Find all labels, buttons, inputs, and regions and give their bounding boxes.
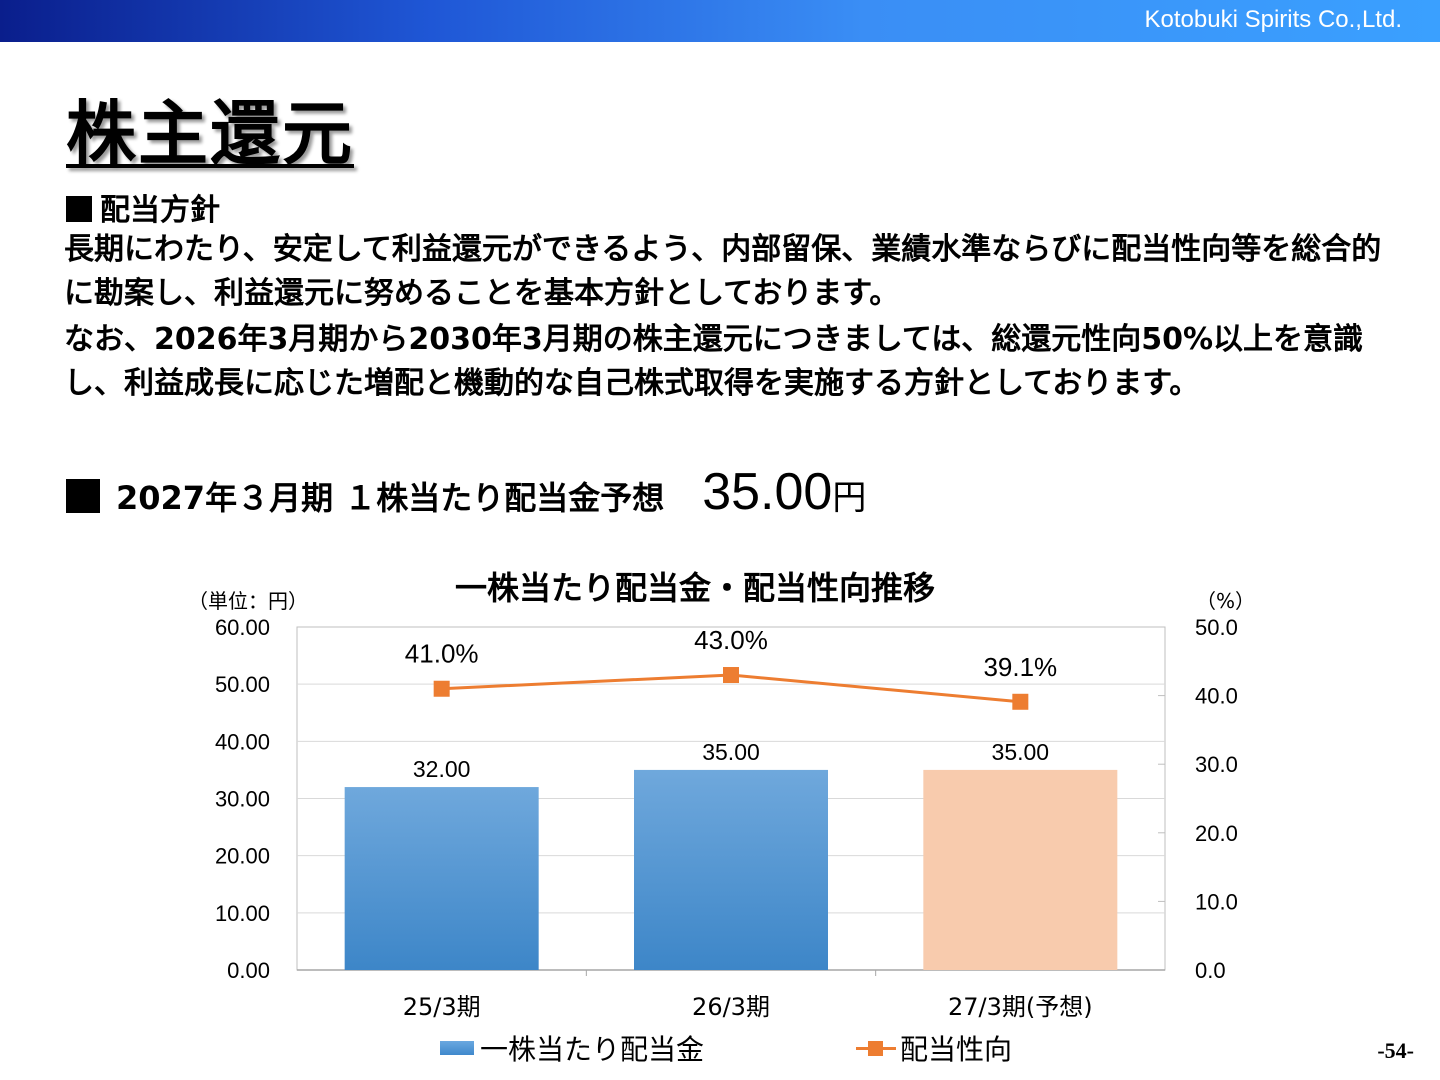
line-data-label: 39.1% (983, 652, 1057, 682)
chart-title: 一株当たり配当金・配当性向推移 (455, 569, 936, 607)
x-tick-label: 27/3期(予想) (948, 993, 1093, 1021)
payout-marker (433, 680, 450, 697)
left-tick-label: 10.00 (215, 901, 270, 926)
bar-data-label: 32.00 (413, 756, 471, 782)
forecast-label: 2027年３月期 １株当たり配当金予想 (116, 479, 665, 517)
legend-dividend-label: 一株当たり配当金 (480, 1033, 705, 1066)
payout-marker (723, 667, 739, 684)
company-name: Kotobuki Spirits Co.,Ltd. (1144, 6, 1402, 33)
legend-bar-swatch (440, 1041, 474, 1055)
page-number: -54- (1377, 1038, 1414, 1063)
payout-marker (1012, 693, 1029, 710)
line-data-label: 43.0% (694, 625, 768, 655)
left-axis-unit: （単位：円） (188, 589, 308, 613)
right-tick-label: 30.0 (1195, 752, 1238, 777)
page-title: 株主還元 (66, 93, 354, 175)
left-tick-label: 30.00 (215, 787, 270, 812)
right-tick-label: 20.0 (1195, 821, 1238, 846)
left-tick-label: 40.00 (215, 729, 270, 754)
right-axis-unit: （%） (1196, 589, 1256, 613)
legend-payout-label: 配当性向 (900, 1033, 1013, 1066)
square-bullet-icon (66, 196, 92, 222)
right-tick-label: 10.0 (1195, 889, 1238, 914)
legend-dividend: 一株当たり配当金 (440, 1028, 704, 1068)
right-tick-label: 0.0 (1195, 958, 1226, 983)
policy-heading-text: 配当方針 (100, 193, 220, 228)
policy-paragraph-2: なお、2026年3月期から2030年3月期の株主還元につきましては、総還元性向5… (64, 322, 1364, 401)
left-tick-label: 20.00 (215, 844, 270, 869)
right-tick-label: 40.0 (1195, 684, 1238, 709)
left-tick-label: 0.00 (227, 958, 270, 983)
policy-heading: 配当方針 (66, 185, 220, 229)
header-bar: Kotobuki Spirits Co.,Ltd. (0, 0, 1440, 42)
bar-dividend (923, 769, 1118, 970)
legend-line-swatch (856, 1038, 896, 1058)
forecast-unit: 円 (832, 478, 867, 518)
bar-dividend (344, 787, 539, 970)
right-tick-label: 50.0 (1195, 615, 1238, 640)
left-tick-label: 60.00 (215, 615, 270, 640)
x-tick-label: 26/3期 (692, 993, 770, 1021)
line-data-label: 41.0% (405, 639, 479, 669)
x-tick-label: 25/3期 (403, 993, 481, 1021)
bar-data-label: 35.00 (702, 739, 760, 765)
policy-paragraph-1: 長期にわたり、安定して利益還元ができるよう、内部留保、業績水準ならびに配当性向等… (64, 232, 1382, 311)
left-tick-label: 50.00 (215, 672, 270, 697)
bar-data-label: 35.00 (992, 739, 1050, 765)
square-bullet-icon (66, 479, 100, 513)
dividend-forecast: 2027年３月期 １株当たり配当金予想 35.00円 (66, 462, 866, 522)
bar-dividend (634, 769, 828, 970)
forecast-value: 35.00 (702, 463, 833, 521)
legend-payout: 配当性向 (856, 1028, 1012, 1068)
